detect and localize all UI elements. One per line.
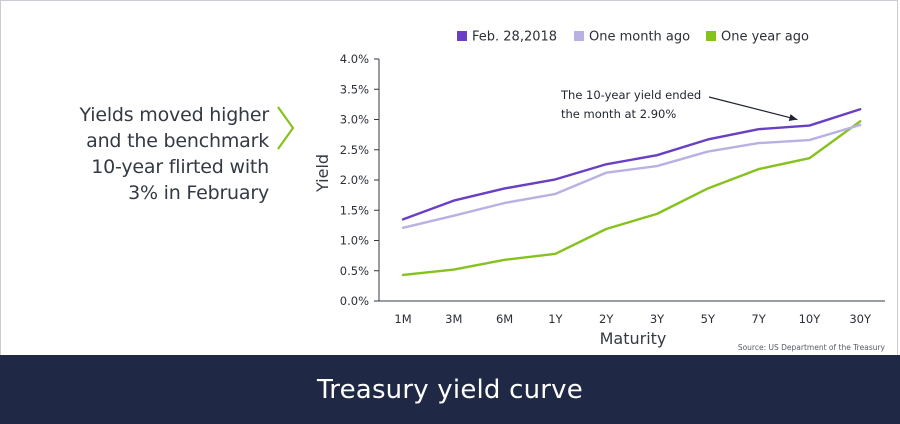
series-line — [401, 120, 862, 277]
chart-card: Yields moved higher and the benchmark 10… — [0, 0, 898, 355]
legend-label: One month ago — [589, 30, 690, 45]
x-tick-label: 6M — [496, 312, 513, 326]
legend-label: Feb. 28,2018 — [472, 30, 557, 45]
x-tick-label: 3Y — [650, 312, 665, 326]
yield-curve-chart: Feb. 28,2018 One month ago One year ago 0.… — [313, 30, 886, 353]
x-tick-label: 2Y — [599, 312, 614, 326]
headline-line: 10-year flirted with — [91, 156, 269, 178]
chevron-right-icon — [277, 106, 295, 150]
y-tick-label: 1.5% — [340, 203, 369, 217]
legend-swatch — [706, 31, 716, 41]
series-line — [401, 108, 862, 221]
annotation-text: The 10-year yield ended — [560, 88, 701, 102]
y-tick-label: 4.0% — [340, 52, 369, 66]
legend-label: One year ago — [721, 30, 809, 45]
y-tick-label: 2.5% — [340, 143, 369, 157]
y-axis: 0.0% 0.5% 1.0% 1.5% 2.0% 2.5% 3.0% 3.5% 4.0% Yiel… — [313, 52, 380, 308]
y-tick-label: 1.0% — [340, 234, 369, 248]
y-tick-label: 0.5% — [340, 264, 369, 278]
headline-line: Yields moved higher — [79, 104, 270, 126]
footer-bar: Treasury yield curve — [0, 355, 900, 424]
annotation-arrow-line — [708, 96, 798, 121]
chart-annotation: The 10-year yield ended the month at 2.90… — [560, 88, 798, 121]
chart-legend: Feb. 28,2018 One month ago One year ago — [457, 30, 809, 45]
annotation-arrowhead — [788, 114, 798, 121]
x-tick-label: 3M — [445, 312, 462, 326]
y-tick-label: 0.0% — [340, 294, 369, 308]
y-tick-label: 3.5% — [340, 82, 369, 96]
x-axis: 1M 3M 6M 1Y 2Y 3Y 5Y 7Y 10Y 30Y Maturity — [379, 300, 885, 348]
y-axis-label: Yield — [313, 154, 332, 193]
x-tick-label: 30Y — [849, 312, 872, 326]
footer-title: Treasury yield curve — [317, 374, 583, 405]
headline-line: and the benchmark — [86, 130, 269, 152]
x-tick-label: 1M — [394, 312, 411, 326]
x-axis-label: Maturity — [600, 329, 667, 348]
y-tick-label: 3.0% — [340, 113, 369, 127]
y-tick-label: 2.0% — [340, 173, 369, 187]
legend-swatch — [574, 31, 584, 41]
headline: Yields moved higher and the benchmark 10… — [41, 102, 270, 206]
x-tick-label: 10Y — [799, 312, 822, 326]
x-tick-label: 7Y — [751, 312, 766, 326]
series-line — [401, 123, 862, 229]
x-tick-label: 5Y — [701, 312, 716, 326]
source-note: Source: US Department of the Treasury — [738, 343, 886, 352]
headline-line: 3% in February — [128, 182, 269, 204]
annotation-text: the month at 2.90% — [561, 107, 676, 121]
x-tick-label: 1Y — [548, 312, 563, 326]
legend-swatch — [457, 31, 467, 41]
chart-series — [401, 108, 862, 277]
